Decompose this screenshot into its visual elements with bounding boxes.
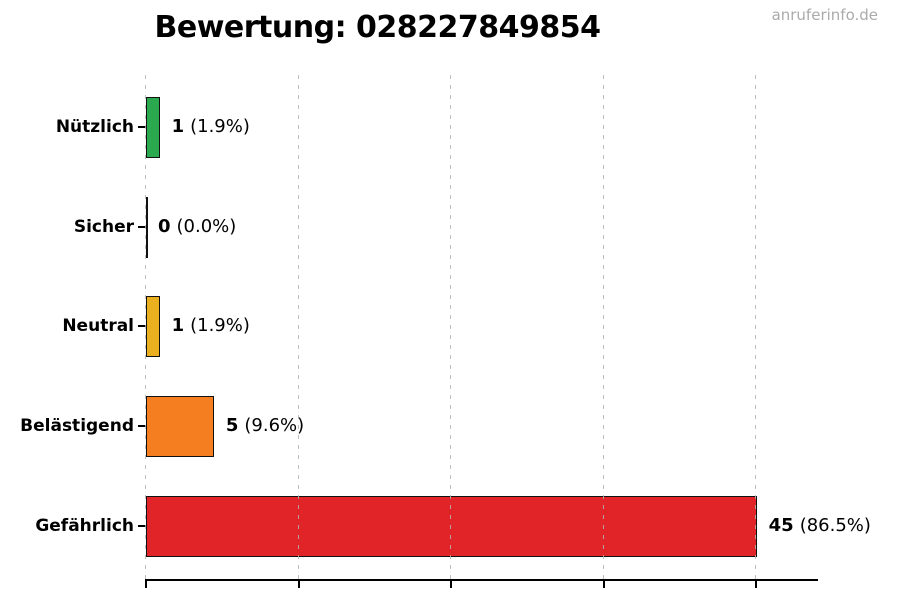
x-tick bbox=[298, 580, 300, 588]
category-label-nuetzlich: Nützlich bbox=[55, 117, 134, 137]
value-label-sicher: 0 (0.0%) bbox=[158, 214, 236, 240]
x-axis-line bbox=[145, 579, 818, 581]
gridline bbox=[450, 75, 451, 580]
value-count: 0 bbox=[158, 216, 171, 237]
value-percent: (0.0%) bbox=[176, 216, 237, 237]
chart-title: Bewertung: 028227849854 bbox=[154, 10, 601, 45]
value-count: 1 bbox=[171, 315, 185, 336]
y-tick bbox=[138, 126, 146, 128]
y-tick bbox=[138, 226, 146, 228]
value-percent: (86.5%) bbox=[799, 515, 871, 536]
category-label-gefaehrlich: Gefährlich bbox=[35, 516, 134, 536]
bar-gefaehrlich bbox=[146, 496, 757, 557]
x-tick bbox=[603, 580, 605, 588]
y-tick bbox=[138, 425, 146, 427]
bar-nuetzlich bbox=[146, 97, 160, 158]
value-percent: (1.9%) bbox=[190, 315, 250, 336]
gridline bbox=[145, 75, 146, 580]
category-label-sicher: Sicher bbox=[73, 217, 134, 237]
bar-neutral bbox=[146, 296, 160, 357]
value-percent: (1.9%) bbox=[190, 116, 250, 137]
value-count: 5 bbox=[225, 415, 239, 436]
value-count: 1 bbox=[171, 116, 185, 137]
x-tick bbox=[145, 580, 147, 588]
gridline bbox=[755, 75, 756, 580]
value-label-gefaehrlich: 45 (86.5%) bbox=[769, 513, 871, 539]
x-tick bbox=[450, 580, 452, 588]
value-count: 45 bbox=[768, 515, 794, 536]
bar-sicher bbox=[146, 197, 148, 258]
y-tick bbox=[138, 325, 146, 327]
bar-belaestigend bbox=[146, 396, 214, 457]
x-tick bbox=[755, 580, 757, 588]
value-label-belaestigend: 5 (9.6%) bbox=[226, 413, 304, 439]
category-label-belaestigend: Belästigend bbox=[20, 416, 134, 436]
y-tick bbox=[138, 525, 146, 527]
gridline bbox=[603, 75, 604, 580]
value-label-neutral: 1 (1.9%) bbox=[172, 313, 250, 339]
gridline bbox=[298, 75, 299, 580]
category-label-neutral: Neutral bbox=[62, 316, 134, 336]
value-percent: (9.6%) bbox=[244, 415, 305, 436]
value-label-nuetzlich: 1 (1.9%) bbox=[172, 114, 250, 140]
watermark-text: anruferinfo.de bbox=[771, 6, 878, 24]
